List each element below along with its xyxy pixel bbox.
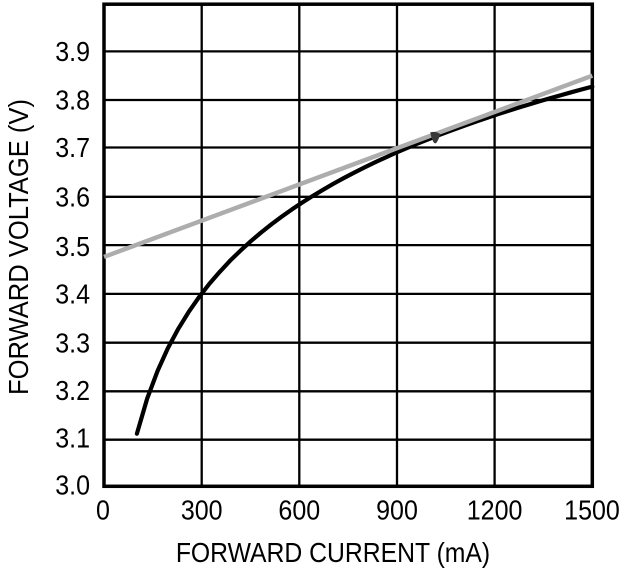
svg-text:3.6: 3.6 — [55, 181, 90, 212]
svg-text:3.3: 3.3 — [55, 327, 90, 358]
svg-text:0: 0 — [96, 494, 110, 525]
svg-text:3.7: 3.7 — [55, 132, 90, 163]
svg-text:900: 900 — [376, 494, 418, 525]
svg-text:3.2: 3.2 — [55, 375, 90, 406]
svg-text:FORWARD VOLTAGE (V): FORWARD VOLTAGE (V) — [3, 99, 34, 395]
svg-text:1200: 1200 — [467, 494, 523, 525]
svg-text:3.4: 3.4 — [55, 278, 90, 309]
svg-text:3.8: 3.8 — [55, 85, 90, 116]
svg-text:300: 300 — [181, 494, 223, 525]
svg-text:3.0: 3.0 — [55, 469, 90, 500]
svg-text:3.9: 3.9 — [55, 36, 90, 67]
svg-text:600: 600 — [278, 494, 320, 525]
svg-text:3.5: 3.5 — [55, 231, 90, 262]
svg-text:3.1: 3.1 — [55, 422, 90, 453]
svg-text:FORWARD CURRENT (mA): FORWARD CURRENT (mA) — [176, 537, 490, 569]
svg-text:1500: 1500 — [564, 494, 620, 525]
